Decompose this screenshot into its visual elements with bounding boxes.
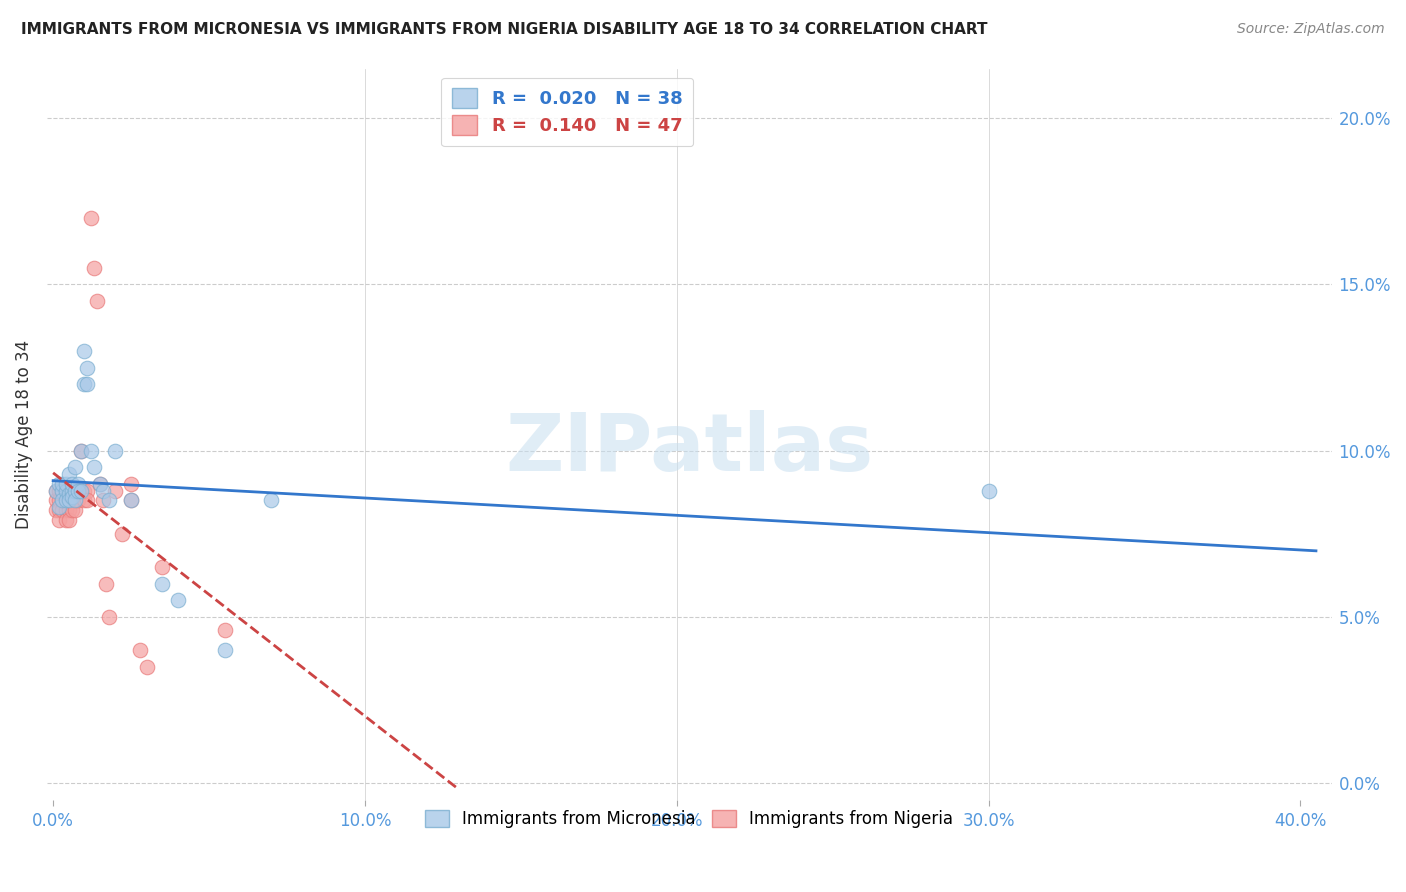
Point <box>60 493 83 508</box>
Point <box>48 500 70 515</box>
Point <box>60 483 83 498</box>
Point <box>79 443 101 458</box>
Point <box>58 467 80 481</box>
Point <box>55 483 77 498</box>
Point <box>76 360 98 375</box>
Point <box>73 493 96 508</box>
Point <box>129 643 152 657</box>
Point <box>89 476 111 491</box>
Point <box>70 483 93 498</box>
Point <box>55 493 77 508</box>
Point <box>104 483 127 498</box>
Point <box>67 493 90 508</box>
Point <box>76 483 98 498</box>
Point <box>58 487 80 501</box>
Point <box>48 503 70 517</box>
Point <box>60 490 83 504</box>
Point <box>51 503 73 517</box>
Point <box>48 483 70 498</box>
Point <box>104 443 127 458</box>
Point <box>55 493 77 508</box>
Point <box>70 483 93 498</box>
Point <box>73 377 96 392</box>
Point <box>60 483 83 498</box>
Y-axis label: Disability Age 18 to 34: Disability Age 18 to 34 <box>15 340 32 529</box>
Point <box>45 493 67 508</box>
Point <box>214 643 236 657</box>
Text: IMMIGRANTS FROM MICRONESIA VS IMMIGRANTS FROM NIGERIA DISABILITY AGE 18 TO 34 CO: IMMIGRANTS FROM MICRONESIA VS IMMIGRANTS… <box>21 22 987 37</box>
Point <box>58 493 80 508</box>
Point <box>79 211 101 225</box>
Point <box>63 483 86 498</box>
Point <box>70 443 93 458</box>
Point <box>67 483 90 498</box>
Point <box>94 576 117 591</box>
Point <box>67 483 90 498</box>
Point <box>260 493 283 508</box>
Point <box>70 443 93 458</box>
Point <box>48 513 70 527</box>
Point <box>67 476 90 491</box>
Text: Source: ZipAtlas.com: Source: ZipAtlas.com <box>1237 22 1385 37</box>
Point <box>60 476 83 491</box>
Point <box>111 526 134 541</box>
Point <box>55 503 77 517</box>
Point <box>98 609 121 624</box>
Point <box>48 493 70 508</box>
Point <box>63 503 86 517</box>
Point <box>166 593 188 607</box>
Point <box>120 493 142 508</box>
Point <box>76 377 98 392</box>
Point <box>91 483 114 498</box>
Point <box>91 493 114 508</box>
Point <box>73 343 96 358</box>
Point <box>63 493 86 508</box>
Point <box>55 483 77 498</box>
Point <box>63 493 86 508</box>
Point <box>977 483 1000 498</box>
Point <box>150 560 173 574</box>
Point <box>58 513 80 527</box>
Point <box>73 483 96 498</box>
Point <box>76 493 98 508</box>
Point <box>45 483 67 498</box>
Point <box>51 476 73 491</box>
Point <box>150 576 173 591</box>
Point <box>45 483 67 498</box>
Point <box>58 483 80 498</box>
Legend: Immigrants from Micronesia, Immigrants from Nigeria: Immigrants from Micronesia, Immigrants f… <box>419 804 960 835</box>
Point <box>51 483 73 498</box>
Point <box>55 513 77 527</box>
Point <box>48 476 70 491</box>
Text: ZIPatlas: ZIPatlas <box>505 409 873 488</box>
Point <box>214 623 236 637</box>
Point <box>51 483 73 498</box>
Point <box>83 260 105 275</box>
Point <box>120 476 142 491</box>
Point <box>45 503 67 517</box>
Point <box>83 460 105 475</box>
Point <box>63 483 86 498</box>
Point <box>60 503 83 517</box>
Point <box>63 460 86 475</box>
Point <box>58 493 80 508</box>
Point <box>89 476 111 491</box>
Point <box>55 476 77 491</box>
Point <box>51 493 73 508</box>
Point <box>86 294 108 309</box>
Point <box>135 659 157 673</box>
Point <box>98 493 121 508</box>
Point <box>120 493 142 508</box>
Point <box>58 503 80 517</box>
Point <box>51 493 73 508</box>
